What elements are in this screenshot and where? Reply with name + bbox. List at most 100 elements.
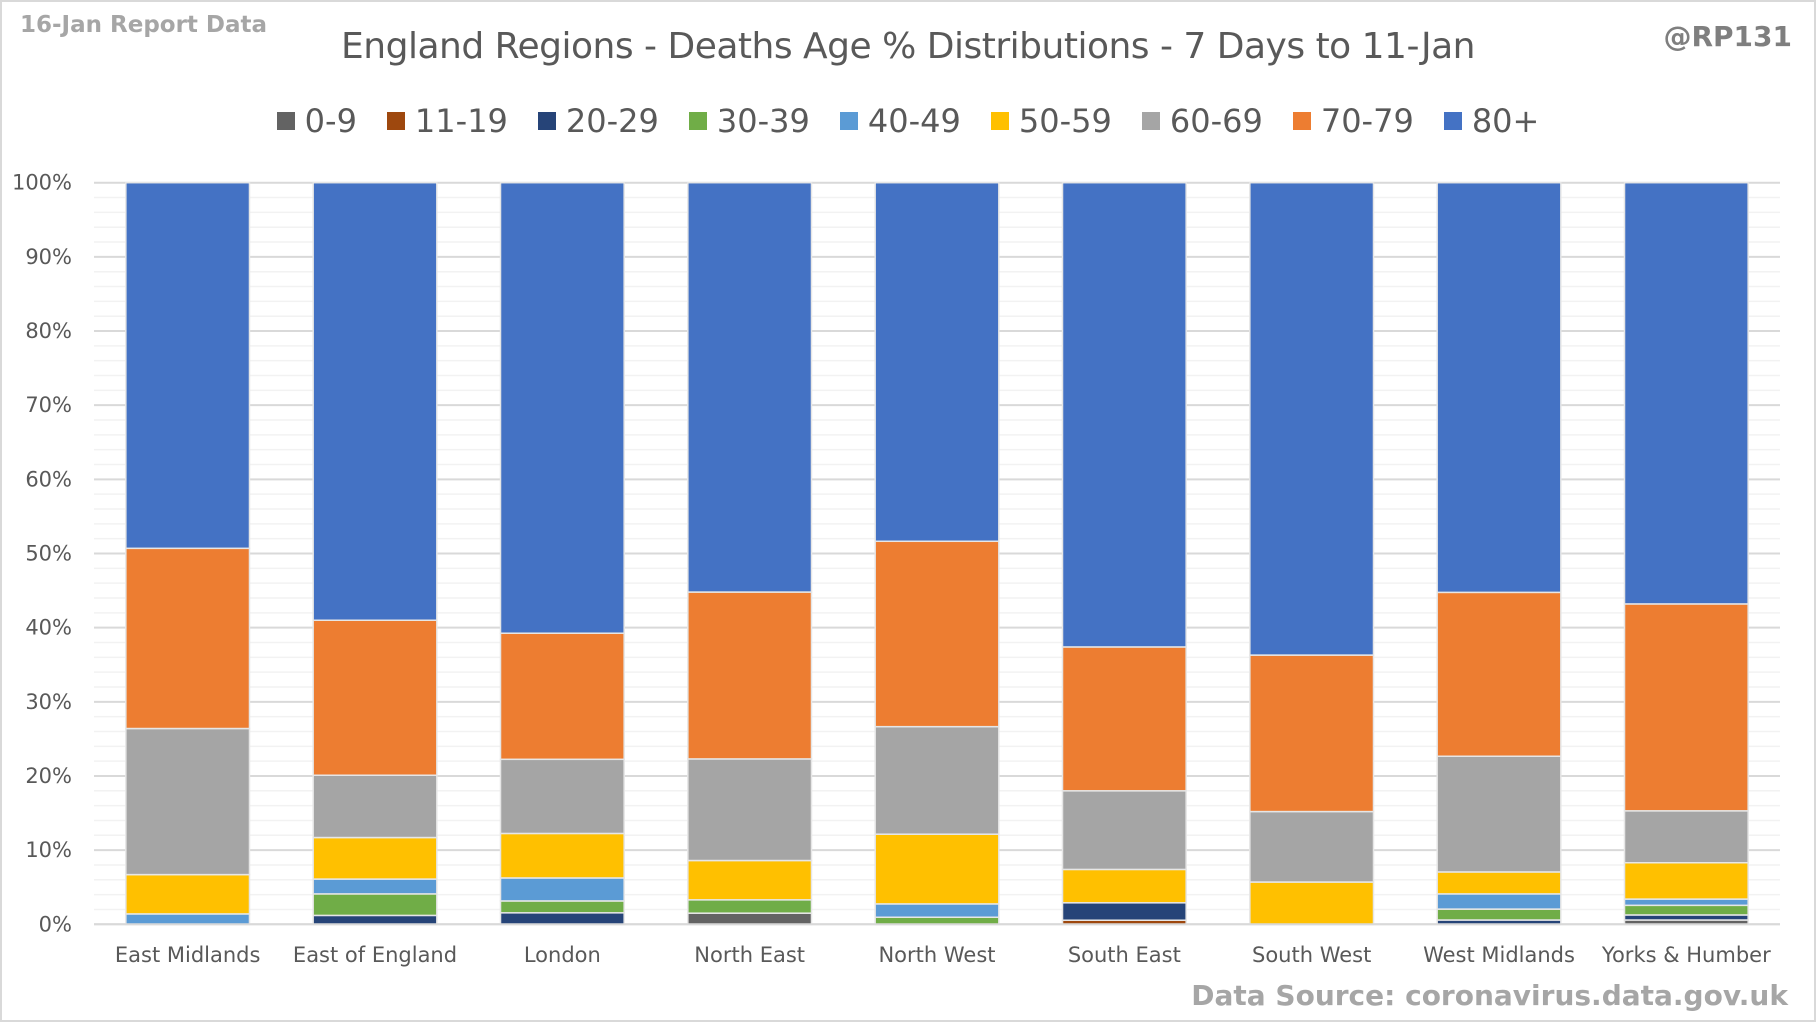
bar-segment (1436, 591, 1562, 758)
legend-swatch (1292, 112, 1311, 130)
legend-swatch (386, 112, 405, 130)
legend-swatch (1443, 112, 1462, 130)
chart-legend: 0-9 11-19 20-29 30-39 40-49 50-59 60-69 70-79 80… (0, 102, 1816, 140)
legend-label: 20-29 (565, 102, 659, 140)
bar-segment (1061, 646, 1187, 792)
bar-segment (125, 727, 251, 876)
bar-segment (312, 619, 438, 776)
bar-segment (687, 181, 813, 593)
legend-item: 70-79 (1292, 102, 1414, 140)
bar-segment (687, 591, 813, 760)
legend-label: 0-9 (304, 102, 357, 140)
legend-swatch (537, 112, 556, 130)
legend-label: 40-49 (867, 102, 961, 140)
bar-segment (1436, 871, 1562, 895)
bar-segment (125, 913, 251, 926)
legend-item: 0-9 (276, 102, 357, 140)
bar-segment (1436, 755, 1562, 873)
bar-segment (874, 540, 1000, 728)
bar-segment (125, 873, 251, 915)
legend-swatch (276, 112, 295, 130)
bar-segment (1623, 904, 1749, 916)
bar-segment (1623, 914, 1749, 921)
data-source-note: Data Source: coronavirus.data.gov.uk (1191, 979, 1788, 1012)
bar-segment (1249, 881, 1375, 926)
bar-segment (1061, 902, 1187, 921)
bar-segment (312, 893, 438, 917)
bar-segment (1436, 181, 1562, 594)
y-tick-label: 70% (25, 393, 72, 417)
bar-segment (312, 836, 438, 880)
author-handle: @RP131 (1663, 20, 1792, 53)
bar-segment (874, 833, 1000, 905)
y-tick-label: 20% (25, 764, 72, 788)
legend-item: 80+ (1443, 102, 1540, 140)
x-category-label: South East (1068, 943, 1181, 967)
y-tick-label: 80% (25, 319, 72, 343)
legend-label: 80+ (1471, 102, 1540, 140)
bar-segment (499, 181, 625, 634)
bar-segment (1249, 181, 1375, 656)
bar-segment (499, 900, 625, 914)
report-date-tag: 16-Jan Report Data (20, 12, 268, 38)
y-tick-label: 10% (25, 838, 72, 862)
bar-segment (1623, 810, 1749, 864)
bar-segment (499, 632, 625, 761)
bar-segment (687, 912, 813, 926)
bar-segment (874, 181, 1000, 543)
bar-segment (1623, 181, 1749, 605)
bar-segment (312, 774, 438, 839)
x-category-label: East of England (293, 943, 457, 967)
bar-segment (1436, 908, 1562, 921)
legend-swatch (990, 112, 1009, 130)
legend-label: 11-19 (414, 102, 508, 140)
legend-item: 11-19 (386, 102, 508, 140)
bar-segment (1061, 868, 1187, 904)
bar-segment (1061, 181, 1187, 648)
x-category-label: East Midlands (115, 943, 261, 967)
x-category-label: West Midlands (1423, 943, 1575, 967)
bar-segment (499, 758, 625, 835)
bar-segment (125, 547, 251, 730)
x-category-label: South West (1252, 943, 1371, 967)
y-tick-label: 40% (25, 616, 72, 640)
bar-segment (687, 758, 813, 862)
bar-segment (1623, 898, 1749, 907)
bar-segment (1436, 893, 1562, 910)
bar-segment (687, 859, 813, 901)
bar-segment (1623, 861, 1749, 900)
legend-label: 50-59 (1018, 102, 1112, 140)
bar-segment (874, 916, 1000, 926)
x-category-label: North West (878, 943, 995, 967)
legend-label: 60-69 (1169, 102, 1263, 140)
legend-label: 30-39 (716, 102, 810, 140)
bar-segment (1061, 790, 1187, 871)
y-tick-label: 90% (25, 245, 72, 269)
bar-segment (125, 181, 251, 550)
chart-title: England Regions - Deaths Age % Distribut… (341, 26, 1475, 67)
legend-item: 50-59 (990, 102, 1112, 140)
legend-item: 40-49 (839, 102, 961, 140)
bar-segment (312, 181, 438, 621)
legend-swatch (688, 112, 707, 130)
bar-segment (1249, 654, 1375, 813)
bar-segment (1249, 810, 1375, 883)
legend-item: 20-29 (537, 102, 659, 140)
legend-label: 70-79 (1320, 102, 1414, 140)
legend-swatch (839, 112, 858, 130)
x-category-label: London (524, 943, 601, 967)
y-tick-label: 60% (25, 467, 72, 491)
bar-segment (874, 903, 1000, 919)
legend-item: 30-39 (688, 102, 810, 140)
x-category-label: Yorks & Humber (1601, 943, 1771, 967)
bar-segment (874, 725, 1000, 835)
y-tick-label: 30% (25, 690, 72, 714)
y-tick-label: 0% (39, 912, 72, 936)
bar-segment (312, 878, 438, 895)
legend-swatch (1141, 112, 1160, 130)
y-tick-label: 100% (12, 171, 72, 195)
x-category-label: North East (694, 943, 805, 967)
bar-segment (499, 877, 625, 902)
y-tick-label: 50% (25, 542, 72, 566)
